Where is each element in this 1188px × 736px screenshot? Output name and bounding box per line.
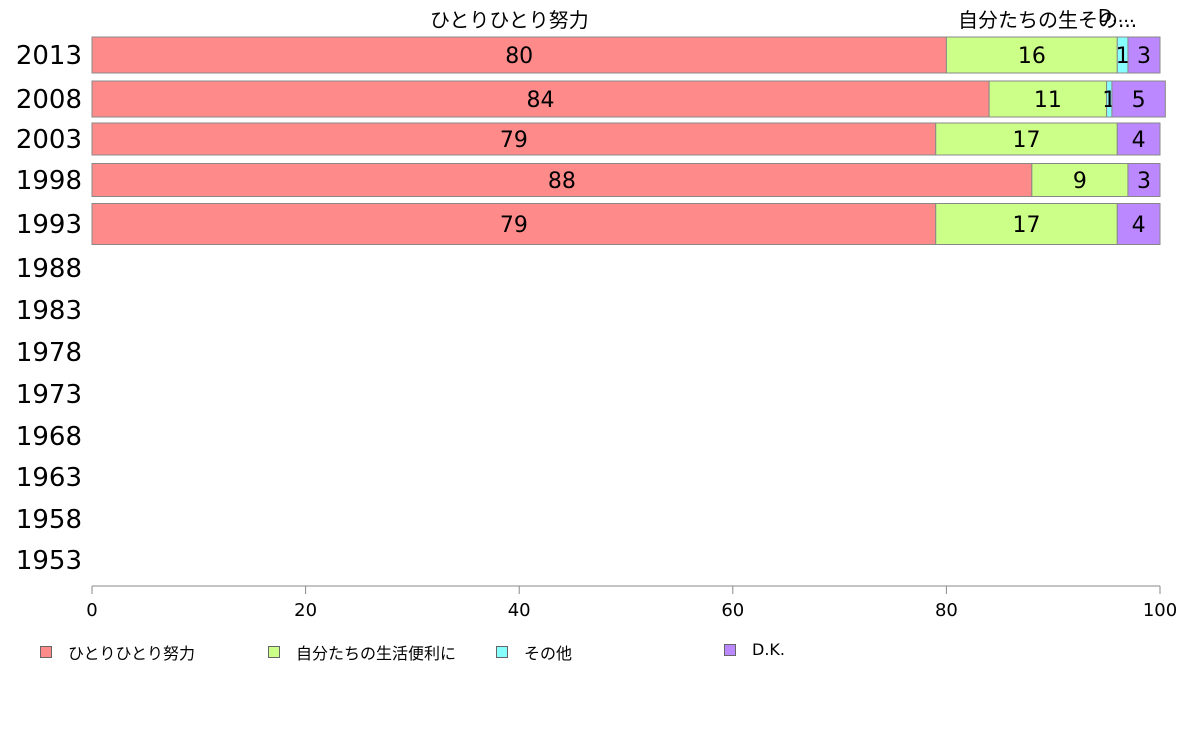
legend-item-dk: D.K. <box>724 640 785 659</box>
data-label: 79 <box>500 128 528 153</box>
legend-item-convenience: 自分たちの生活便利に <box>268 640 456 664</box>
category-label: 2003 <box>16 125 82 155</box>
stacked-bar-chart: 2013200820031998199319881983197819731968… <box>16 36 1177 621</box>
x-tick-label: 20 <box>294 600 317 621</box>
data-label: 4 <box>1132 128 1146 153</box>
legend-swatch-other <box>496 646 508 658</box>
data-label: 16 <box>1018 44 1046 69</box>
category-label: 1958 <box>16 505 82 535</box>
column-header-2: 自分たちの生その... <box>958 8 1138 32</box>
data-label: 1 <box>1116 44 1130 69</box>
category-label: 2008 <box>16 85 82 115</box>
bar-segment <box>1031 163 1129 197</box>
category-label: 1953 <box>16 546 82 576</box>
x-tick-label: 0 <box>86 600 97 621</box>
category-label: 1968 <box>16 422 82 452</box>
data-label: 3 <box>1137 169 1151 194</box>
bar-segment <box>945 36 1118 74</box>
data-label: 88 <box>548 169 576 194</box>
legend-item-other: その他 <box>496 640 572 664</box>
legend-label-convenience: 自分たちの生活便利に <box>296 644 457 663</box>
legend-swatch-dk <box>724 643 736 656</box>
legend-item-effort: ひとりひとり努力 <box>40 640 195 664</box>
data-label: 17 <box>1013 128 1041 153</box>
bar-segment <box>1116 122 1161 156</box>
x-tick-label: 80 <box>935 600 958 621</box>
category-label: 1978 <box>16 338 82 368</box>
category-label: 1983 <box>16 296 82 326</box>
bar-segment <box>935 122 1118 156</box>
category-label: 1973 <box>16 380 82 410</box>
data-label: 4 <box>1132 213 1146 238</box>
bar-segment <box>988 80 1108 118</box>
bar-segment <box>935 203 1118 245</box>
x-tick-label: 60 <box>721 600 744 621</box>
data-label: 80 <box>505 44 533 69</box>
bar-segment <box>1111 80 1166 118</box>
data-label: 11 <box>1034 88 1062 113</box>
column-header-3: D.... <box>1098 6 1135 27</box>
legend-swatch-convenience <box>268 646 280 658</box>
bar-segment <box>1127 163 1161 197</box>
data-label: 79 <box>500 213 528 238</box>
x-tick-label: 100 <box>1143 600 1177 621</box>
legend: ひとりひとり努力 自分たちの生活便利に その他 D.K. <box>0 640 1188 664</box>
data-label: 17 <box>1013 213 1041 238</box>
x-tick-label: 40 <box>508 600 531 621</box>
category-label: 1993 <box>16 210 82 240</box>
data-label: 9 <box>1073 169 1087 194</box>
bar-segment <box>1116 203 1161 245</box>
bar-segment <box>91 80 990 118</box>
data-label: 84 <box>527 88 555 113</box>
data-label: 5 <box>1132 88 1146 113</box>
legend-swatch-effort <box>40 646 52 658</box>
category-label: 1988 <box>16 254 82 284</box>
category-label: 1963 <box>16 463 82 493</box>
bar-segment <box>91 203 937 245</box>
bar-segment <box>91 36 947 74</box>
bar-segment <box>1127 36 1161 74</box>
legend-label-dk: D.K. <box>752 640 785 659</box>
bar-segment <box>91 163 1033 197</box>
legend-label-other: その他 <box>524 644 573 663</box>
category-label: 1998 <box>16 166 82 196</box>
column-header-1: ひとりひとり努力 <box>430 8 589 32</box>
bar-segment <box>91 122 937 156</box>
data-label: 3 <box>1137 44 1151 69</box>
legend-label-effort: ひとりひとり努力 <box>68 644 196 663</box>
category-label: 2013 <box>16 41 82 71</box>
